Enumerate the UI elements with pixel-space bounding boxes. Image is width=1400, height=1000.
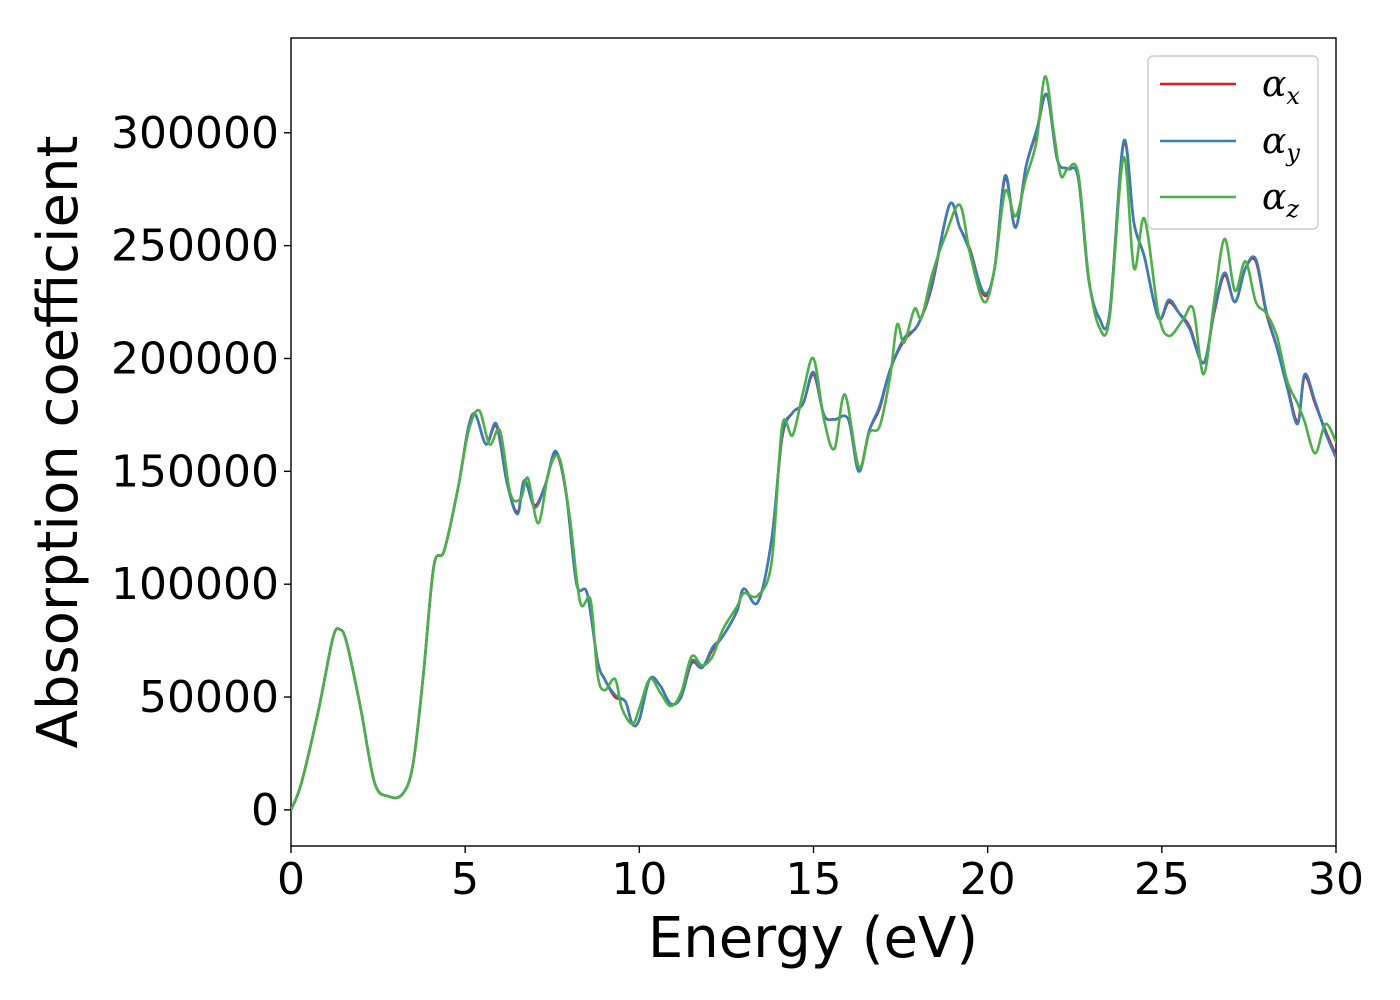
x-tick-label: 25 (1134, 854, 1190, 905)
y-tick-label: 150000 (111, 446, 279, 497)
x-axis-ticks: 0 5 10 15 20 25 30 (277, 846, 1364, 905)
legend-label-subscript: x (1286, 82, 1300, 110)
y-tick-label: 200000 (111, 333, 279, 384)
x-tick-label: 10 (611, 854, 667, 905)
series-line-alpha-y (291, 92, 1336, 812)
y-tick-label: 100000 (111, 559, 279, 610)
legend-label-alpha-y: αy (1262, 121, 1300, 167)
y-axis-label: Absorption coefficient (26, 136, 91, 749)
legend-label-subscript: y (1285, 139, 1300, 167)
y-tick-label: 300000 (111, 108, 279, 159)
x-axis-label: Energy (eV) (648, 906, 978, 971)
x-tick-label: 5 (451, 854, 479, 905)
y-axis-ticks: 0 50000 100000 150000 200000 250000 300000 (111, 108, 291, 836)
legend-box (1147, 55, 1319, 230)
legend-label-symbol: α (1262, 177, 1286, 218)
series-line-alpha-z (291, 75, 1336, 812)
y-tick-label: 50000 (139, 672, 279, 723)
x-tick-label: 0 (277, 854, 305, 905)
legend-label-alpha-z: αz (1262, 177, 1299, 223)
series-layer (291, 75, 1336, 812)
y-tick-label: 250000 (111, 221, 279, 272)
x-tick-label: 30 (1308, 854, 1364, 905)
legend-label-symbol: α (1262, 121, 1286, 162)
y-tick-label: 0 (251, 785, 279, 836)
x-tick-label: 20 (960, 854, 1016, 905)
x-tick-label: 15 (786, 854, 842, 905)
legend-label-symbol: α (1262, 64, 1286, 105)
legend-label-alpha-x: αx (1262, 64, 1300, 110)
legend-label-subscript: z (1285, 195, 1299, 223)
